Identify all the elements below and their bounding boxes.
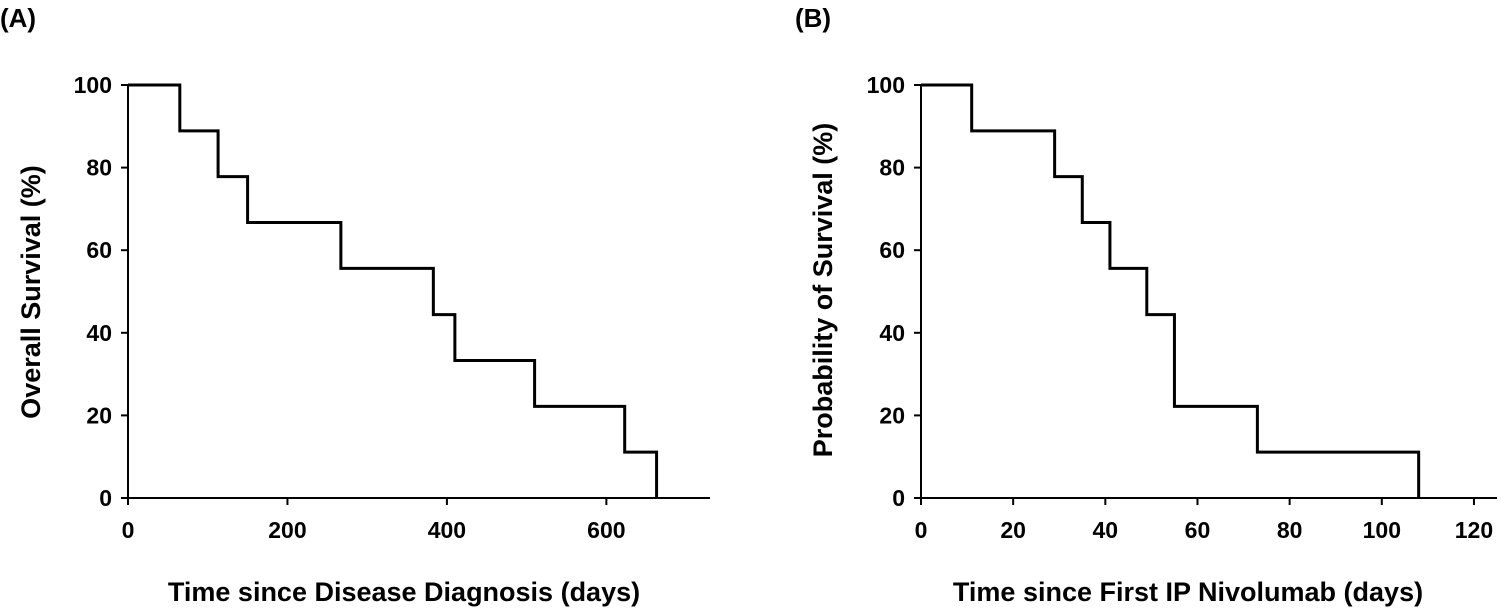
panel-b-x-tick-label: 40 (1093, 517, 1119, 543)
panel-a-survival-curve (128, 83, 659, 498)
panel-b-x-tick-label: 100 (1363, 517, 1401, 543)
panel-a-y-tick-label: 80 (86, 155, 112, 181)
panel-a-x-tick-label: 400 (428, 517, 466, 543)
panel-a-y-tick-label: 100 (74, 72, 112, 98)
panel-b-x-tick-label: 60 (1185, 517, 1211, 543)
panel-a-x-axis-title: Time since Disease Diagnosis (days) (168, 577, 640, 607)
panel-b-x-tick-label: 20 (1000, 517, 1026, 543)
panel-b-y-tick-label: 20 (879, 402, 905, 428)
panel-a-y-tick-label: 40 (86, 320, 112, 346)
panel-a-label: (A) (0, 3, 36, 33)
panel-b-x-axis-title: Time since First IP Nivolumab (days) (953, 577, 1423, 607)
panel-a-y-tick-label: 0 (99, 485, 112, 511)
panel-b-x-tick-label: 120 (1455, 517, 1493, 543)
panel-a-x-tick-label: 600 (587, 517, 625, 543)
panel-a-y-tick-label: 60 (86, 237, 112, 263)
panel-a-x-tick-label: 0 (122, 517, 135, 543)
panel-a-x-tick-label: 200 (268, 517, 306, 543)
panel-b-chart: (B) Probability of Survival (%) Time sin… (795, 3, 1497, 607)
panel-b-y-tick-label: 40 (879, 320, 905, 346)
panel-b-y-tick-label: 0 (892, 485, 905, 511)
panel-b-x-tick-label: 80 (1277, 517, 1303, 543)
panel-a-chart: (A) Overall Survival (%) Time since Dise… (0, 3, 710, 607)
panel-b-y-axis-title: Probability of Survival (%) (808, 123, 838, 458)
panel-b-x-tick-label: 0 (915, 517, 928, 543)
panel-b-y-tick-label: 80 (879, 155, 905, 181)
panel-b-y-tick-label: 100 (867, 72, 905, 98)
panel-b-y-tick-label: 60 (879, 237, 905, 263)
panel-a-y-axis-title: Overall Survival (%) (16, 165, 46, 419)
panel-a-y-tick-label: 20 (86, 402, 112, 428)
panel-b-label: (B) (795, 3, 831, 33)
panel-b-survival-curve (921, 83, 1421, 498)
